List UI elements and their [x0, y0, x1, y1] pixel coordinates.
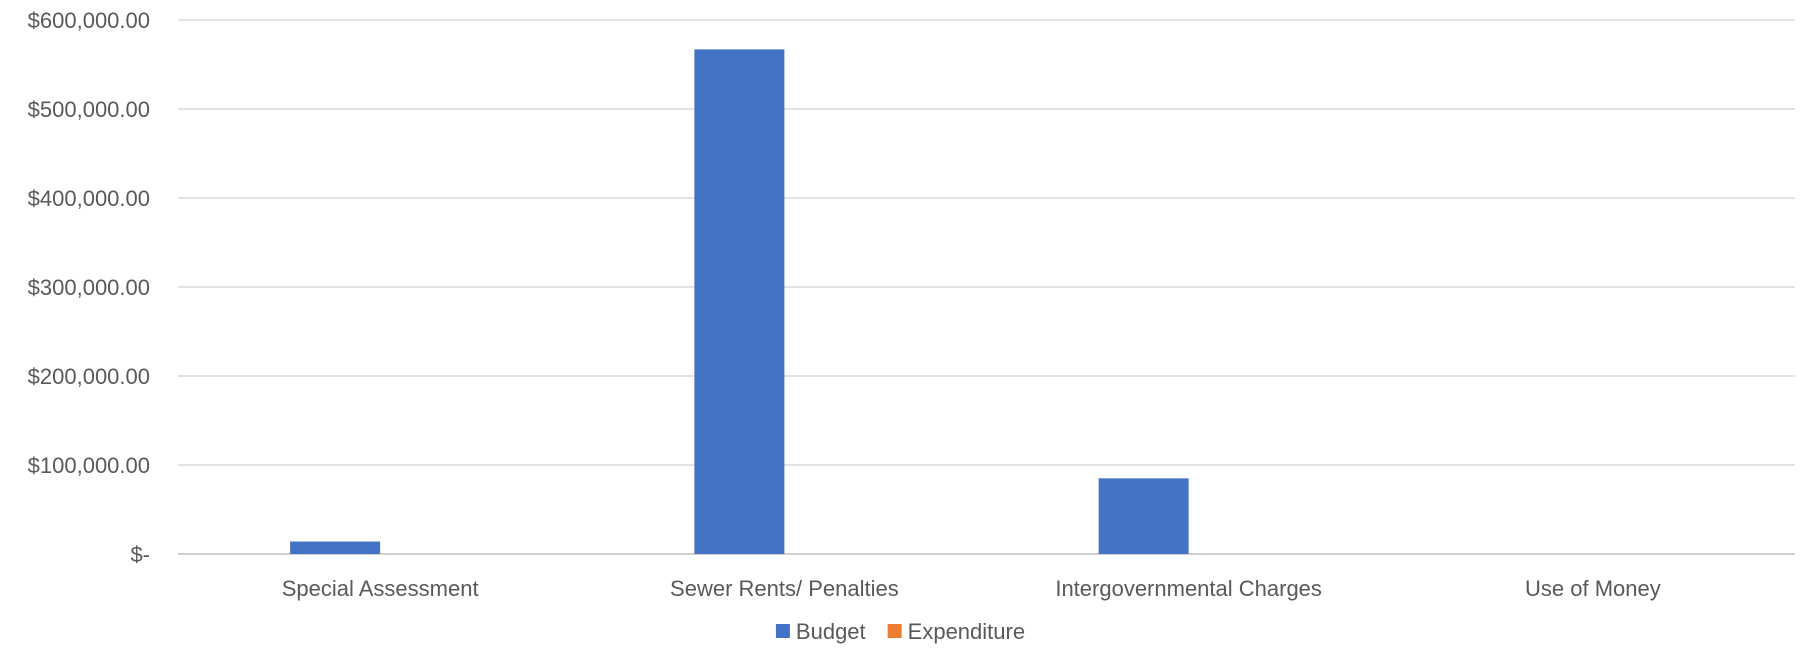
legend-label-expenditure: Expenditure — [908, 619, 1025, 644]
gridlines — [178, 19, 1795, 555]
bar-budget-2 — [1098, 478, 1189, 554]
legend-swatch-budget — [775, 624, 790, 638]
x-axis-category-labels: Special Assessment Sewer Rents/ Penalties… — [282, 576, 1661, 601]
y-axis-tick-labels: $- $100,000.00 $200,000.00 $300,000.00 $400,… — [28, 8, 150, 567]
bar-budget-0 — [290, 541, 381, 554]
y-tick-label: $600,000.00 — [28, 8, 150, 33]
y-tick-label: $400,000.00 — [28, 186, 150, 211]
y-tick-label: $500,000.00 — [28, 97, 150, 122]
x-category-label: Intergovernmental Charges — [1055, 576, 1322, 601]
y-tick-label: $300,000.00 — [28, 275, 150, 300]
x-category-label: Use of Money — [1525, 576, 1661, 601]
legend: Budget Expenditure — [775, 619, 1025, 644]
x-category-label: Sewer Rents/ Penalties — [670, 576, 899, 601]
x-category-label: Special Assessment — [282, 576, 479, 601]
legend-swatch-expenditure — [887, 624, 902, 638]
bars — [290, 49, 1189, 555]
y-tick-label: $200,000.00 — [28, 364, 150, 389]
y-tick-label: $- — [130, 542, 150, 567]
legend-label-budget: Budget — [796, 619, 866, 644]
y-tick-label: $100,000.00 — [28, 453, 150, 478]
bar-budget-1 — [694, 49, 785, 555]
